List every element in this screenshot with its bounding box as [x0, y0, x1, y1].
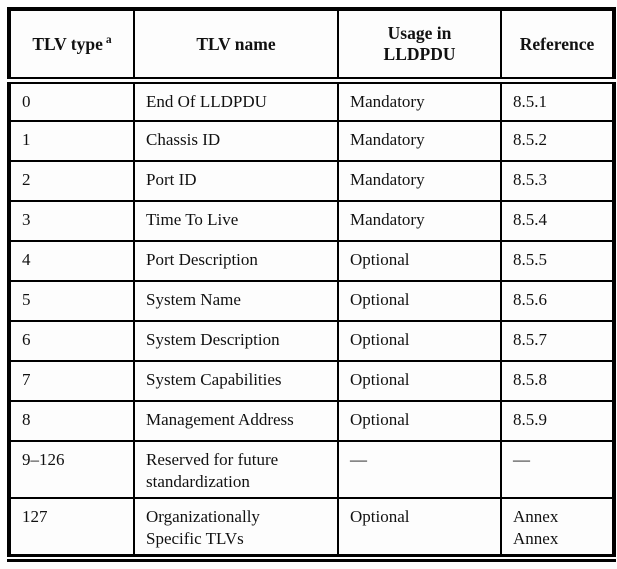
cell-tlv-type: 0 — [8, 79, 135, 122]
cell-tlv-type: 8 — [8, 399, 135, 442]
cell-tlv-name: System Description — [133, 319, 339, 362]
cell-reference: 8.5.5 — [500, 239, 615, 282]
table-row: 2 Port ID Mandatory 8.5.3 — [8, 159, 615, 202]
cell-tlv-type: 2 — [8, 159, 135, 202]
cell-reference: — — [500, 439, 615, 499]
column-header-reference: Reference — [500, 8, 615, 84]
cell-usage: Optional — [337, 359, 502, 402]
cell-usage: Mandatory — [337, 79, 502, 122]
table-row: 6 System Description Optional 8.5.7 — [8, 319, 615, 362]
cell-tlv-name: Reserved for future standardization — [133, 439, 339, 499]
cell-tlv-name: Port Description — [133, 239, 339, 282]
cell-tlv-type: 9–126 — [8, 439, 135, 499]
column-header-tlv-name: TLV name — [133, 8, 339, 84]
cell-reference: 8.5.8 — [500, 359, 615, 402]
cell-tlv-name: Port ID — [133, 159, 339, 202]
table-row: 3 Time To Live Mandatory 8.5.4 — [8, 199, 615, 242]
cell-tlv-type: 127 — [8, 496, 135, 559]
cell-tlv-type: 1 — [8, 119, 135, 162]
table-row: 1 Chassis ID Mandatory 8.5.2 — [8, 119, 615, 162]
table-header-row: TLV type a TLV name Usage in LLDPDU Refer… — [8, 8, 615, 84]
table-row: 0 End Of LLDPDU Mandatory 8.5.1 — [8, 79, 615, 122]
cell-tlv-name: Organizationally Specific TLVs — [133, 496, 339, 559]
cell-reference: 8.5.4 — [500, 199, 615, 242]
tlv-type-table: TLV type a TLV name Usage in LLDPDU Refer… — [7, 7, 616, 562]
column-header-usage: Usage in LLDPDU — [337, 8, 502, 84]
cell-reference: 8.5.9 — [500, 399, 615, 442]
cell-tlv-type: 3 — [8, 199, 135, 242]
table-row: 4 Port Description Optional 8.5.5 — [8, 239, 615, 282]
table-row: 5 System Name Optional 8.5.6 — [8, 279, 615, 322]
cell-tlv-name: Chassis ID — [133, 119, 339, 162]
table-row: 127 Organizationally Specific TLVs Optio… — [8, 496, 615, 559]
cell-usage: Optional — [337, 279, 502, 322]
table-row: 8 Management Address Optional 8.5.9 — [8, 399, 615, 442]
cell-tlv-name: System Capabilities — [133, 359, 339, 402]
cell-tlv-name: System Name — [133, 279, 339, 322]
cell-tlv-name: Time To Live — [133, 199, 339, 242]
cell-tlv-type: 7 — [8, 359, 135, 402]
cell-usage: Mandatory — [337, 119, 502, 162]
cell-reference: 8.5.7 — [500, 319, 615, 362]
column-header-tlv-type: TLV type a — [8, 8, 135, 84]
cell-reference: 8.5.1 — [500, 79, 615, 122]
table-row: 9–126 Reserved for future standardizatio… — [8, 439, 615, 499]
footnote-marker: a — [105, 33, 112, 46]
cell-tlv-type: 4 — [8, 239, 135, 282]
cell-usage: Mandatory — [337, 159, 502, 202]
cell-reference: 8.5.3 — [500, 159, 615, 202]
cell-reference: Annex Annex — [500, 496, 615, 559]
cell-reference: 8.5.2 — [500, 119, 615, 162]
column-header-tlv-type-label: TLV type — [32, 33, 103, 54]
cell-tlv-name: End Of LLDPDU — [133, 79, 339, 122]
cell-usage: — — [337, 439, 502, 499]
cell-usage: Optional — [337, 239, 502, 282]
cell-tlv-name: Management Address — [133, 399, 339, 442]
cell-usage: Mandatory — [337, 199, 502, 242]
table-row: 7 System Capabilities Optional 8.5.8 — [8, 359, 615, 402]
cell-reference: 8.5.6 — [500, 279, 615, 322]
cell-usage: Optional — [337, 319, 502, 362]
cell-usage: Optional — [337, 496, 502, 559]
cell-usage: Optional — [337, 399, 502, 442]
cell-tlv-type: 6 — [8, 319, 135, 362]
cell-tlv-type: 5 — [8, 279, 135, 322]
